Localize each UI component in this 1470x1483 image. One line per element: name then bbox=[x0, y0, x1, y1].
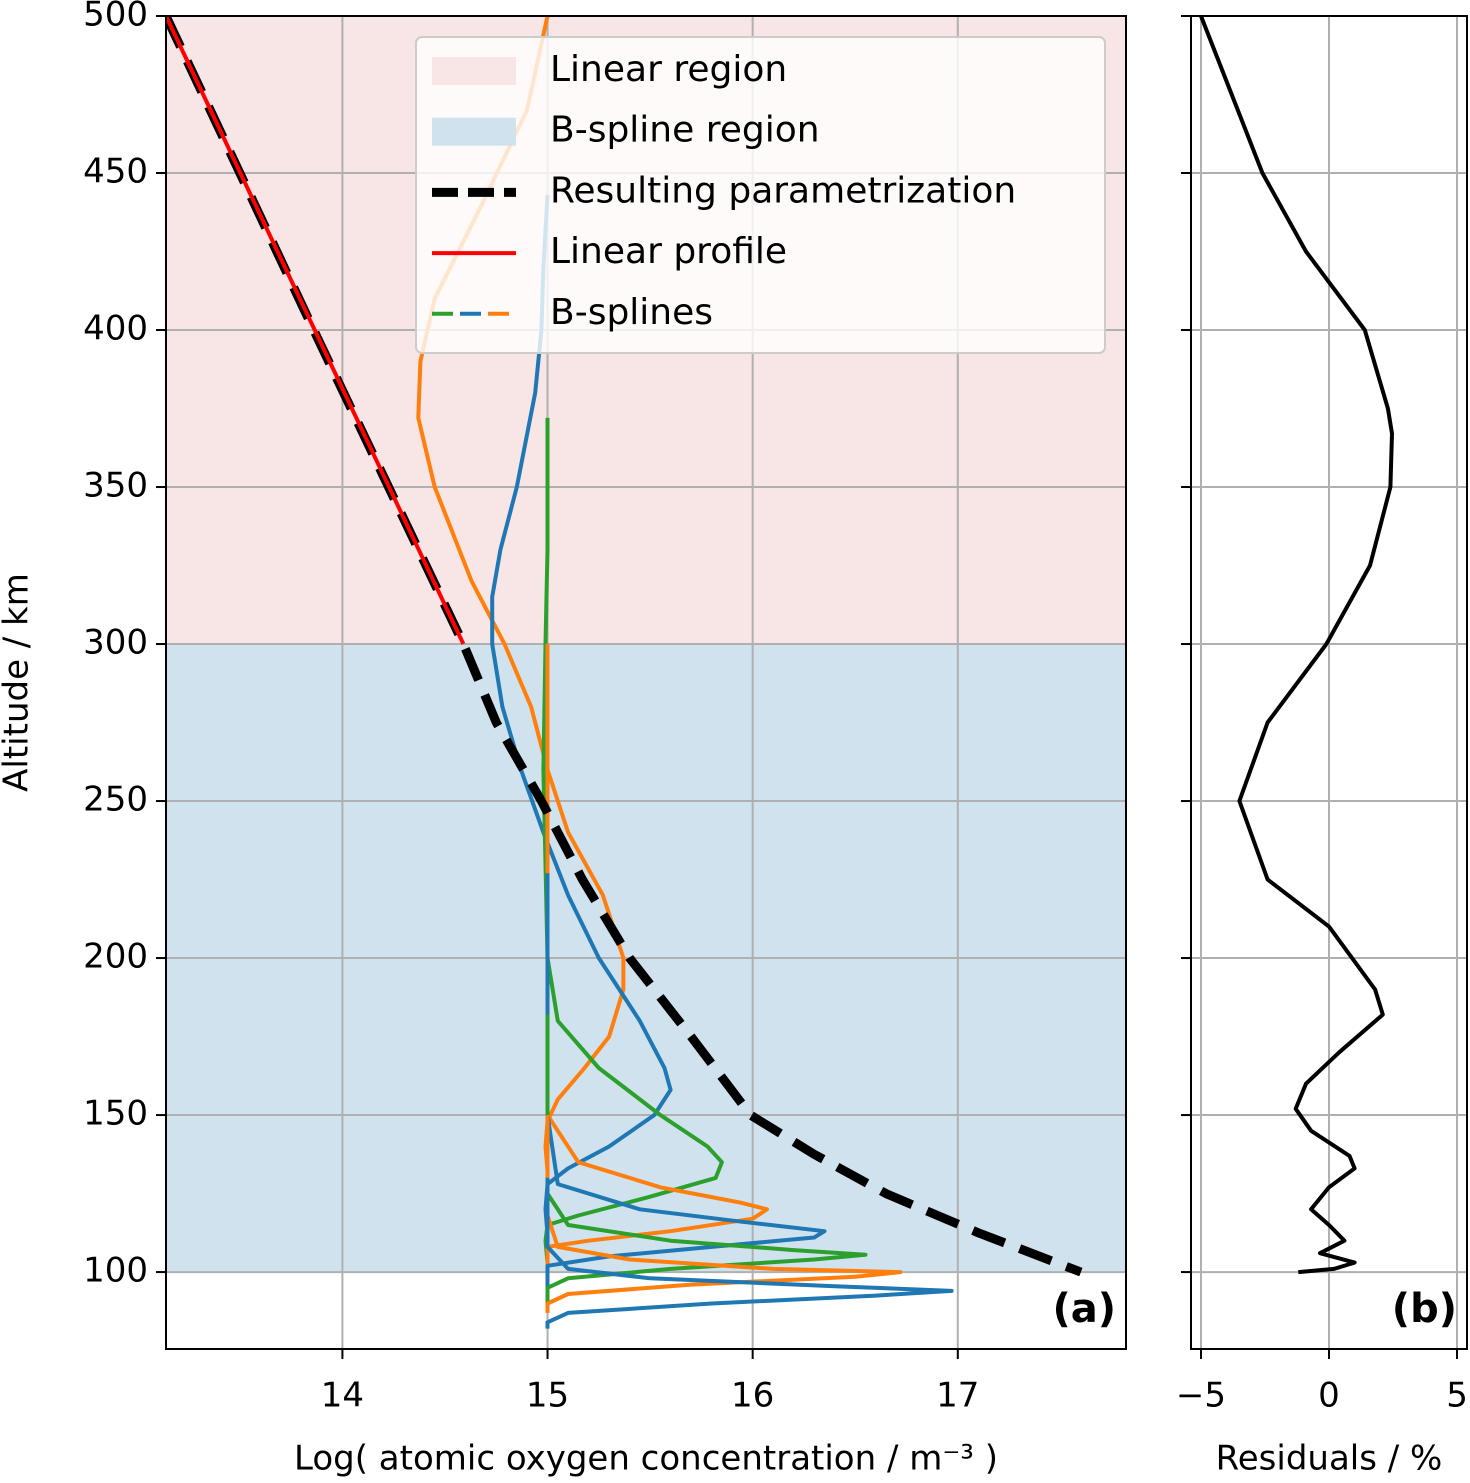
line bbox=[490, 194, 673, 1235]
y-tick-label: 500 bbox=[83, 0, 148, 35]
legend-swatch bbox=[432, 117, 516, 146]
y-tick-label: 250 bbox=[83, 780, 148, 820]
line bbox=[545, 1115, 903, 1313]
line bbox=[166, 16, 1083, 1277]
y-tick-label: 100 bbox=[83, 1251, 148, 1291]
x-tick-label: 16 bbox=[731, 1376, 774, 1416]
line bbox=[541, 417, 724, 1263]
annotation: (b) bbox=[1392, 1286, 1457, 1332]
line bbox=[545, 1177, 954, 1329]
y-axis-label: Altitude / km bbox=[0, 573, 37, 792]
legend-label: Linear region bbox=[550, 49, 787, 90]
legend: Linear region B-spline region Resulting pa… bbox=[415, 36, 1106, 354]
y-tick-label: 450 bbox=[83, 152, 148, 192]
plot-frame bbox=[1190, 15, 1468, 1350]
x-tick-label: 0 bbox=[1318, 1376, 1340, 1416]
x-tick-label: 15 bbox=[526, 1376, 569, 1416]
legend-label: B-splines bbox=[550, 292, 713, 333]
line bbox=[1199, 16, 1394, 1275]
legend-label: B-spline region bbox=[550, 110, 820, 151]
line bbox=[166, 16, 466, 645]
x-tick-label: −5 bbox=[1176, 1376, 1226, 1416]
x-axis-label: Residuals / % bbox=[1216, 1439, 1443, 1479]
legend-box bbox=[415, 36, 1106, 354]
annotation: (a) bbox=[1052, 1286, 1116, 1332]
x-axis-label: Log( atomic oxygen concentration / m⁻³ ) bbox=[294, 1439, 998, 1479]
legend-swatch bbox=[432, 57, 516, 85]
plot-frame bbox=[165, 15, 1127, 1350]
x-tick-label: 14 bbox=[321, 1376, 364, 1416]
y-tick-label: 150 bbox=[83, 1094, 148, 1134]
legend-label: Resulting parametrization bbox=[550, 170, 1016, 211]
y-tick-label: 300 bbox=[83, 623, 148, 663]
x-tick-label: 5 bbox=[1446, 1376, 1468, 1416]
y-tick-label: 200 bbox=[83, 937, 148, 977]
y-tick-label: 400 bbox=[83, 309, 148, 349]
legend-label: Linear profile bbox=[550, 231, 787, 272]
y-tick-label: 350 bbox=[83, 466, 148, 506]
x-tick-label: 17 bbox=[936, 1376, 979, 1416]
